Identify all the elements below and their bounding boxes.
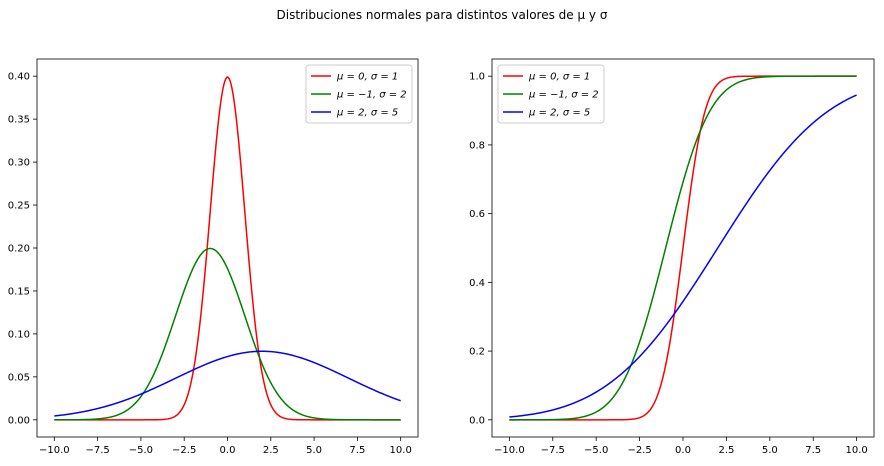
chart-panel-1: −10.0 −7.5 −5.0 −2.5 0.0 2.5 5.0 7.5 10.0 0.00 0.0… <box>8 58 419 456</box>
x-tick-label: 10.0 <box>846 445 868 456</box>
y-tick-label: 0.30 <box>8 158 30 169</box>
y-tick-label: 0.2 <box>469 347 485 358</box>
chart-panel-2: −10.0 −7.5 −5.0 −2.5 0.0 2.5 5.0 7.5 10.0 0.0 0.2 0… <box>469 58 875 456</box>
y-tick-label: 0.4 <box>469 278 485 289</box>
legend-label: μ = 2, σ = 5 <box>528 108 590 119</box>
y-tick-label: 0.8 <box>469 140 485 151</box>
y-tick-label: 0.25 <box>8 201 30 212</box>
y-tick-label: 0.6 <box>469 209 485 220</box>
x-tick-label: 2.5 <box>263 445 279 456</box>
y-tick-label: 0.00 <box>8 415 30 426</box>
figure-title: Distribuciones normales para distintos v… <box>276 8 608 22</box>
legend-label: μ = −1, σ = 2 <box>336 90 407 101</box>
legend: μ = 0, σ = 1 μ = −1, σ = 2 μ = 2, σ = 5 <box>497 64 605 124</box>
legend-label: μ = 2, σ = 5 <box>336 108 398 119</box>
x-tick-label: −7.5 <box>85 445 109 456</box>
legend-label: μ = 0, σ = 1 <box>528 72 590 83</box>
x-tick-label: 10.0 <box>390 445 412 456</box>
x-tick-label: 7.5 <box>805 445 821 456</box>
legend-label: μ = −1, σ = 2 <box>528 90 599 101</box>
y-tick-label: 0.20 <box>8 244 30 255</box>
x-tick-label: −5.0 <box>129 445 153 456</box>
legend: μ = 0, σ = 1 μ = −1, σ = 2 μ = 2, σ = 5 <box>305 64 413 124</box>
y-tick-label: 0.40 <box>8 72 30 83</box>
x-tick-label: 5.0 <box>306 445 322 456</box>
x-tick-label: 5.0 <box>762 445 778 456</box>
legend-box <box>497 64 605 124</box>
x-tick-label: −10.0 <box>39 445 70 456</box>
series-line-3 <box>509 94 857 418</box>
y-tick-label: 0.15 <box>8 286 30 297</box>
x-tick-label: −2.5 <box>627 445 651 456</box>
legend-box <box>305 64 413 124</box>
y-tick-label: 0.10 <box>8 329 30 340</box>
series-line-3 <box>54 350 401 417</box>
x-tick-label: −5.0 <box>584 445 608 456</box>
x-tick-label: 2.5 <box>718 445 734 456</box>
x-tick-label: −10.0 <box>494 445 525 456</box>
x-tick-label: −2.5 <box>172 445 196 456</box>
y-tick-label: 0.35 <box>8 115 30 126</box>
series-line-2 <box>509 75 857 421</box>
y-tick-label: 0.0 <box>469 415 485 426</box>
x-tick-label: −7.5 <box>541 445 565 456</box>
x-tick-label: 0.0 <box>675 445 691 456</box>
series-line-2 <box>54 247 401 421</box>
legend-label: μ = 0, σ = 1 <box>336 72 398 83</box>
y-tick-label: 1.0 <box>469 72 485 83</box>
y-tick-label: 0.05 <box>8 372 30 383</box>
x-tick-label: 0.0 <box>220 445 236 456</box>
x-tick-label: 7.5 <box>349 445 365 456</box>
